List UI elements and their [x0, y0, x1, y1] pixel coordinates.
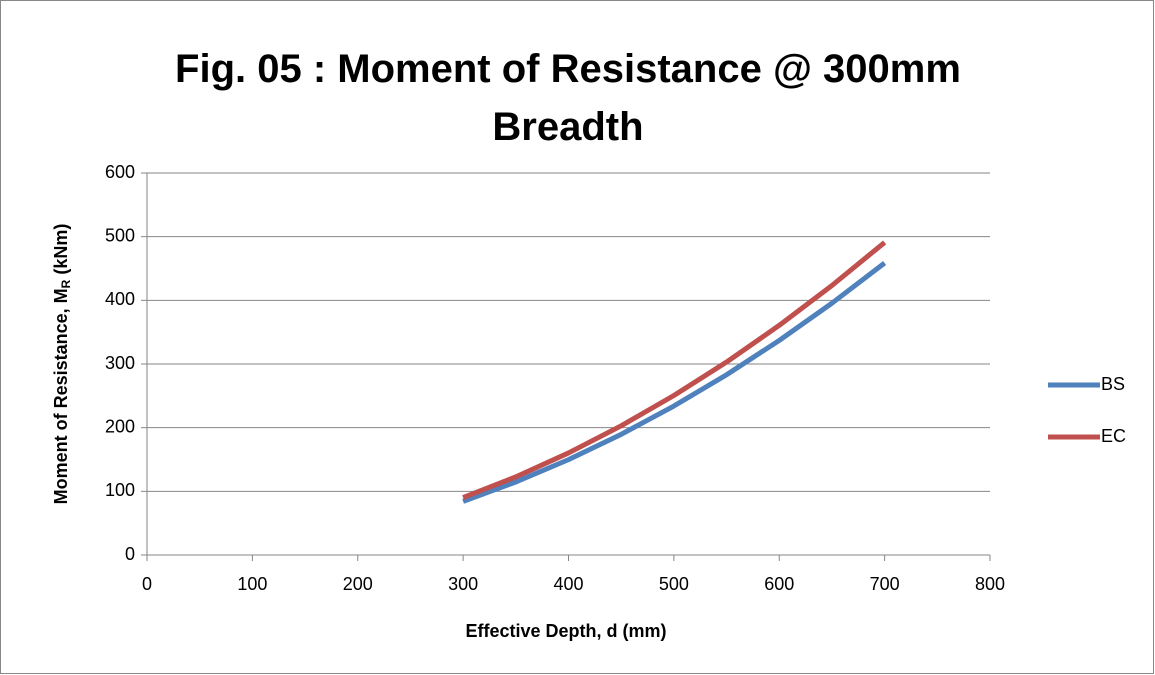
x-tick-label: 800 [975, 574, 1005, 594]
y-axis-label: Moment of Resistance, MR (kNm) [51, 224, 73, 505]
y-axis-label-part: Moment of Resistance, M [51, 288, 71, 504]
y-tick-label: 100 [105, 480, 135, 500]
x-tick-label: 300 [448, 574, 478, 594]
y-tick-label: 0 [125, 544, 135, 564]
y-tick-label: 600 [105, 162, 135, 182]
y-tick-label: 400 [105, 289, 135, 309]
x-tick-label: 200 [343, 574, 373, 594]
x-tick-label: 100 [237, 574, 267, 594]
legend-label: BS [1101, 374, 1125, 394]
x-tick-label: 0 [142, 574, 152, 594]
x-tick-label: 700 [870, 574, 900, 594]
y-axis-label-part: (kNm) [51, 224, 71, 280]
line-series [462, 240, 887, 500]
x-tick-label: 400 [553, 574, 583, 594]
chart-title: Fig. 05 : Moment of Resistance @ 300mm B… [175, 47, 961, 149]
y-tick-label: 500 [105, 225, 135, 245]
line-series [462, 261, 887, 504]
y-tick-label: 300 [105, 353, 135, 373]
x-tick-label: 600 [764, 574, 794, 594]
legend-label: EC [1101, 426, 1126, 446]
y-tick-label: 200 [105, 416, 135, 436]
y-axis-label-sub: R [59, 279, 73, 288]
x-tick-label: 500 [659, 574, 689, 594]
x-axis-label: Effective Depth, d (mm) [465, 621, 666, 641]
